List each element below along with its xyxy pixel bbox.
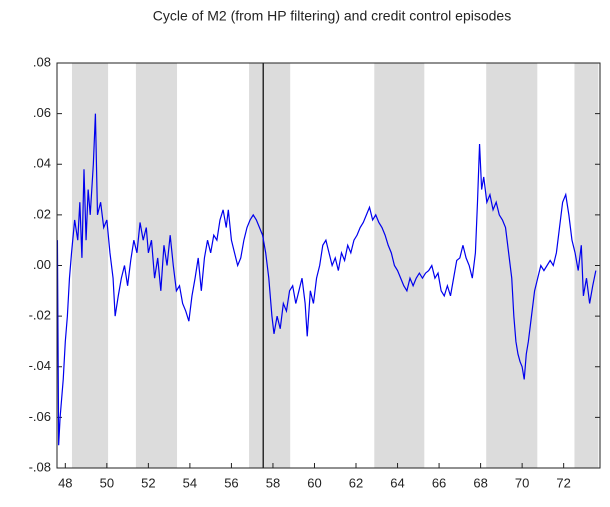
x-tick-label: 68 (473, 475, 487, 490)
x-tick-label: 72 (556, 475, 570, 490)
y-tick-label: -.08 (29, 459, 51, 474)
y-tick-label: .06 (33, 105, 51, 120)
y-tick-label: .00 (33, 257, 51, 272)
episode-shade (71, 63, 109, 468)
x-tick-label: 54 (183, 475, 197, 490)
x-tick-label: 64 (390, 475, 404, 490)
episode-shade (486, 63, 538, 468)
y-tick-label: .04 (33, 156, 51, 171)
series-line (56, 113, 597, 446)
y-tick-label: -.04 (29, 358, 51, 373)
episode-shade (249, 63, 291, 468)
x-tick-label: 66 (432, 475, 446, 490)
axes: .08 .06 .04 .02 .00 -.02 -.04 -.06 -.08 48 50 52 54 5… (29, 54, 600, 490)
x-tick-label: 58 (266, 475, 280, 490)
plot (56, 63, 597, 468)
y-tick-label: -.06 (29, 409, 51, 424)
y-tick-label: .08 (33, 54, 51, 69)
x-tick-label: 56 (224, 475, 238, 490)
chart-title: Cycle of M2 (from HP filtering) and cred… (153, 8, 511, 24)
episodes (71, 63, 599, 468)
y-tick-label: .02 (33, 206, 51, 221)
x-tick-label: 62 (349, 475, 363, 490)
x-tick-label: 48 (58, 475, 72, 490)
plot-frame (56, 62, 601, 469)
episode-shade (374, 63, 425, 468)
episode-shade (574, 63, 599, 468)
x-tick-label: 70 (515, 475, 529, 490)
y-tick-label: -.02 (29, 308, 51, 323)
x-tick-label: 50 (100, 475, 114, 490)
x-tick-label: 52 (141, 475, 155, 490)
x-tick-label: 60 (307, 475, 321, 490)
